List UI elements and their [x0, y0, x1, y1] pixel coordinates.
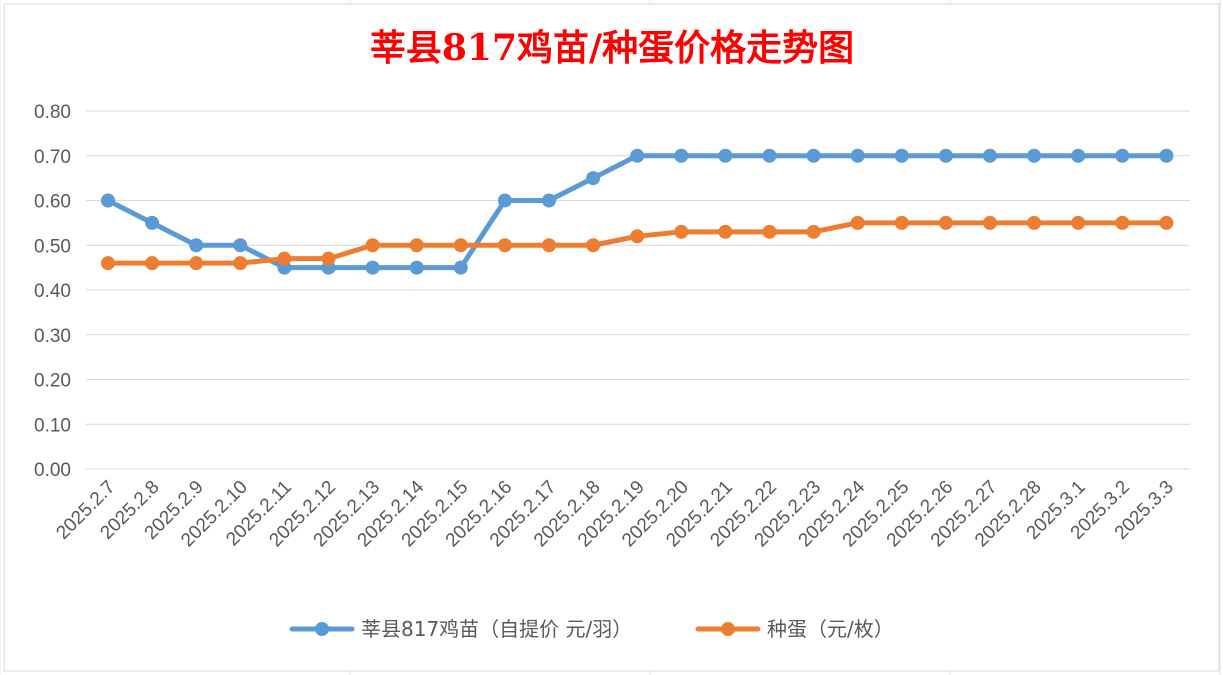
data-point: [674, 148, 689, 163]
data-point: [321, 251, 336, 266]
data-point: [850, 148, 865, 163]
data-point: [983, 148, 997, 163]
data-point: [1027, 148, 1042, 163]
data-point: [277, 251, 292, 266]
legend-marker: [721, 622, 735, 636]
data-point: [145, 215, 160, 230]
data-point: [1159, 148, 1174, 163]
y-tick-label: 0.70: [34, 147, 71, 168]
data-point: [983, 215, 997, 230]
legend: 莘县817鸡苗（自提价 元/羽） 种蛋（元/枚）: [289, 617, 894, 641]
y-tick-label: 0.50: [34, 236, 71, 257]
data-point: [542, 193, 556, 208]
y-tick-label: 0.00: [34, 460, 71, 481]
chart-title: 莘县817鸡苗/种蛋价格走势图: [370, 27, 854, 69]
data-point: [1071, 148, 1086, 163]
gridlines: [86, 110, 1190, 470]
legend-label: 莘县817鸡苗（自提价 元/羽）: [361, 617, 632, 641]
data-point: [674, 224, 689, 239]
data-point: [894, 215, 909, 230]
data-point: [630, 229, 645, 244]
y-tick-label: 0.10: [34, 415, 71, 436]
y-tick-label: 0.60: [34, 192, 71, 213]
data-point: [806, 148, 821, 163]
data-point: [938, 148, 953, 163]
data-point: [586, 171, 601, 186]
data-point: [101, 193, 115, 208]
data-point: [233, 256, 248, 271]
series-1: [101, 148, 1174, 275]
data-point: [938, 215, 953, 230]
y-tick-label: 0.40: [34, 281, 71, 302]
chart-area-border: [3, 3, 1220, 672]
data-point: [762, 224, 777, 239]
data-point: [365, 238, 380, 253]
data-point: [850, 215, 865, 230]
y-tick-label: 0.80: [34, 102, 71, 123]
data-point: [189, 256, 204, 271]
data-point: [189, 238, 204, 253]
data-point: [762, 148, 777, 163]
data-point: [453, 260, 468, 275]
data-point: [145, 256, 160, 271]
data-point: [497, 193, 512, 208]
data-point: [894, 148, 909, 163]
data-point: [409, 260, 424, 275]
data-point: [497, 238, 512, 253]
data-point: [718, 148, 733, 163]
data-point: [233, 238, 248, 253]
data-point: [1115, 148, 1130, 163]
y-axis-tick-labels: 0.00 0.10 0.20 0.30 0.40 0.50 0.60 0.70 0.80: [34, 102, 71, 481]
data-point: [1027, 215, 1042, 230]
data-point: [718, 224, 733, 239]
data-point: [1115, 215, 1130, 230]
y-tick-label: 0.30: [34, 326, 71, 347]
data-point: [542, 238, 556, 253]
legend-item: 种蛋（元/枚）: [695, 617, 894, 641]
legend-marker: [315, 622, 329, 636]
data-point: [453, 238, 468, 253]
series-2: [101, 215, 1174, 271]
data-point: [409, 238, 424, 253]
data-point: [101, 256, 115, 271]
data-point: [806, 224, 821, 239]
data-point: [1159, 215, 1174, 230]
data-point: [365, 260, 380, 275]
legend-item: 莘县817鸡苗（自提价 元/羽）: [289, 617, 632, 641]
series-lines: [101, 148, 1174, 275]
data-point: [586, 238, 601, 253]
legend-label: 种蛋（元/枚）: [767, 617, 894, 641]
data-point: [630, 148, 645, 163]
data-point: [1071, 215, 1086, 230]
y-tick-label: 0.20: [34, 371, 71, 392]
